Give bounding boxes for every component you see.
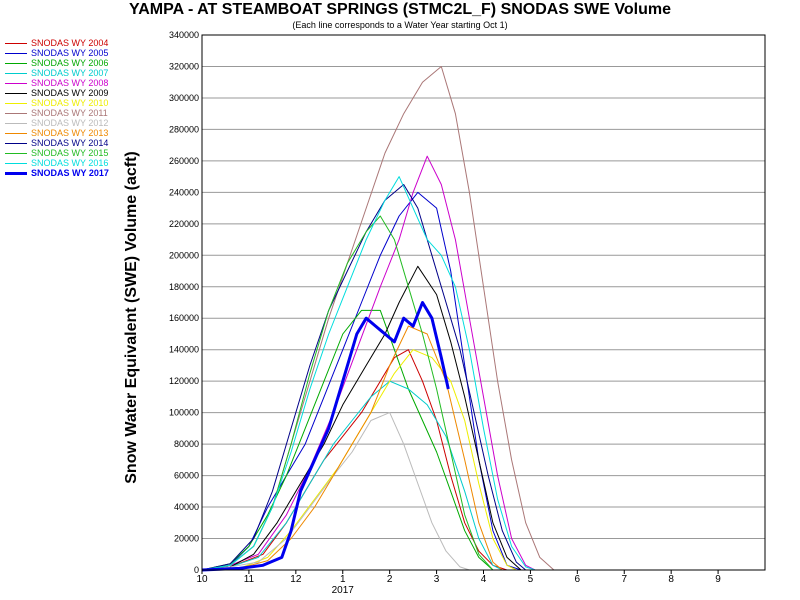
series-line-wy-2014 [201, 184, 527, 571]
legend-label: SNODAS WY 2014 [31, 138, 109, 148]
series-line-wy-2010 [201, 349, 517, 571]
legend-swatch [5, 62, 27, 64]
legend-swatch [5, 171, 27, 175]
x-tick-label: 12 [290, 574, 302, 585]
x-year-label: 2017 [332, 585, 355, 596]
legend-label: SNODAS WY 2005 [31, 48, 109, 58]
series-lines [201, 66, 555, 572]
legend-item: SNODAS WY 2007 [5, 68, 145, 78]
legend-item: SNODAS WY 2016 [5, 158, 145, 168]
x-tick-label: 11 [244, 574, 255, 585]
legend-label: SNODAS WY 2016 [31, 158, 109, 168]
chart-title: YAMPA - AT STEAMBOAT SPRINGS (STMC2L_F) … [129, 1, 671, 18]
x-tick-label: 10 [196, 574, 208, 585]
legend-item: SNODAS WY 2014 [5, 138, 145, 148]
series-line-wy-2009 [201, 265, 522, 571]
legend-label: SNODAS WY 2011 [31, 108, 108, 118]
series-line-wy-2016 [201, 176, 536, 571]
y-tick-label: 260000 [169, 156, 199, 166]
legend-item: SNODAS WY 2008 [5, 78, 145, 88]
legend-item: SNODAS WY 2009 [5, 88, 145, 98]
chart-legend: SNODAS WY 2004 SNODAS WY 2005 SNODAS WY 20… [5, 38, 145, 178]
y-tick-label: 60000 [174, 471, 199, 481]
legend-swatch [5, 132, 27, 134]
legend-label: SNODAS WY 2006 [31, 58, 109, 68]
chart-subtitle: (Each line corresponds to a Water Year s… [292, 20, 508, 30]
x-tick-label: 2 [387, 574, 393, 585]
x-tick-label: 5 [528, 574, 534, 585]
y-tick-label: 120000 [169, 376, 199, 386]
y-tick-labels: 0 20000 40000 60000 80000 100000 120000 140000 1… [169, 30, 199, 575]
legend-item: SNODAS WY 2011 [5, 108, 145, 118]
legend-swatch [5, 102, 27, 104]
legend-label: SNODAS WY 2010 [31, 98, 109, 108]
y-tick-label: 300000 [169, 93, 199, 103]
legend-label: SNODAS WY 2012 [31, 118, 109, 128]
y-tick-label: 40000 [174, 502, 199, 512]
legend-item: SNODAS WY 2005 [5, 48, 145, 58]
y-axis-label: Snow Water Equivalent (SWE) Volume (acft… [123, 151, 140, 483]
y-tick-label: 160000 [169, 313, 199, 323]
series-line-wy-2012 [201, 412, 470, 571]
y-tick-label: 80000 [174, 439, 199, 449]
x-tick-labels: 10 11 12 1 2 3 4 5 6 7 8 9 [196, 570, 721, 585]
x-tick-label: 7 [621, 574, 627, 585]
legend-item: SNODAS WY 2013 [5, 128, 145, 138]
y-tick-label: 320000 [169, 61, 199, 71]
legend-label: SNODAS WY 2008 [31, 78, 109, 88]
legend-swatch [5, 152, 27, 154]
legend-label: SNODAS WY 2007 [31, 68, 109, 78]
legend-item: SNODAS WY 2015 [5, 148, 145, 158]
legend-item: SNODAS WY 2004 [5, 38, 145, 48]
y-tick-label: 240000 [169, 187, 199, 197]
x-tick-label: 6 [575, 574, 581, 585]
legend-label: SNODAS WY 2015 [31, 148, 109, 158]
legend-label: SNODAS WY 2009 [31, 88, 109, 98]
y-tick-label: 340000 [169, 30, 199, 40]
y-tick-label: 280000 [169, 124, 199, 134]
legend-swatch [5, 72, 27, 74]
legend-item: SNODAS WY 2017 [5, 168, 145, 178]
legend-swatch [5, 112, 27, 114]
x-tick-label: 4 [481, 574, 487, 585]
y-tick-label: 20000 [174, 534, 199, 544]
x-tick-label: 9 [715, 574, 721, 585]
plot-frame [201, 34, 766, 571]
legend-item: SNODAS WY 2010 [5, 98, 145, 108]
x-tick-label: 1 [340, 574, 346, 585]
legend-item: SNODAS WY 2012 [5, 118, 145, 128]
legend-label: SNODAS WY 2004 [31, 38, 109, 48]
legend-swatch [5, 82, 27, 84]
y-tick-label: 100000 [169, 408, 199, 418]
x-tick-label: 3 [434, 574, 440, 585]
legend-label: SNODAS WY 2013 [31, 128, 109, 138]
y-tick-label: 220000 [169, 219, 199, 229]
y-tick-label: 140000 [169, 345, 199, 355]
series-line-wy-2006 [201, 309, 494, 571]
y-tick-label: 180000 [169, 282, 199, 292]
series-line-wy-2008 [201, 155, 536, 571]
legend-swatch [5, 122, 27, 124]
legend-swatch [5, 52, 27, 54]
y-tick-label: 200000 [169, 250, 199, 260]
legend-swatch [5, 142, 27, 144]
legend-item: SNODAS WY 2006 [5, 58, 145, 68]
series-line-wy-2013 [201, 325, 503, 571]
legend-swatch [5, 42, 27, 44]
legend-label: SNODAS WY 2017 [31, 168, 109, 178]
y-tick-label: 0 [194, 565, 199, 575]
legend-swatch [5, 92, 27, 94]
legend-swatch [5, 162, 27, 164]
x-tick-label: 8 [668, 574, 674, 585]
series-line-wy-2017 [201, 301, 450, 572]
grid-lines [202, 34, 765, 571]
